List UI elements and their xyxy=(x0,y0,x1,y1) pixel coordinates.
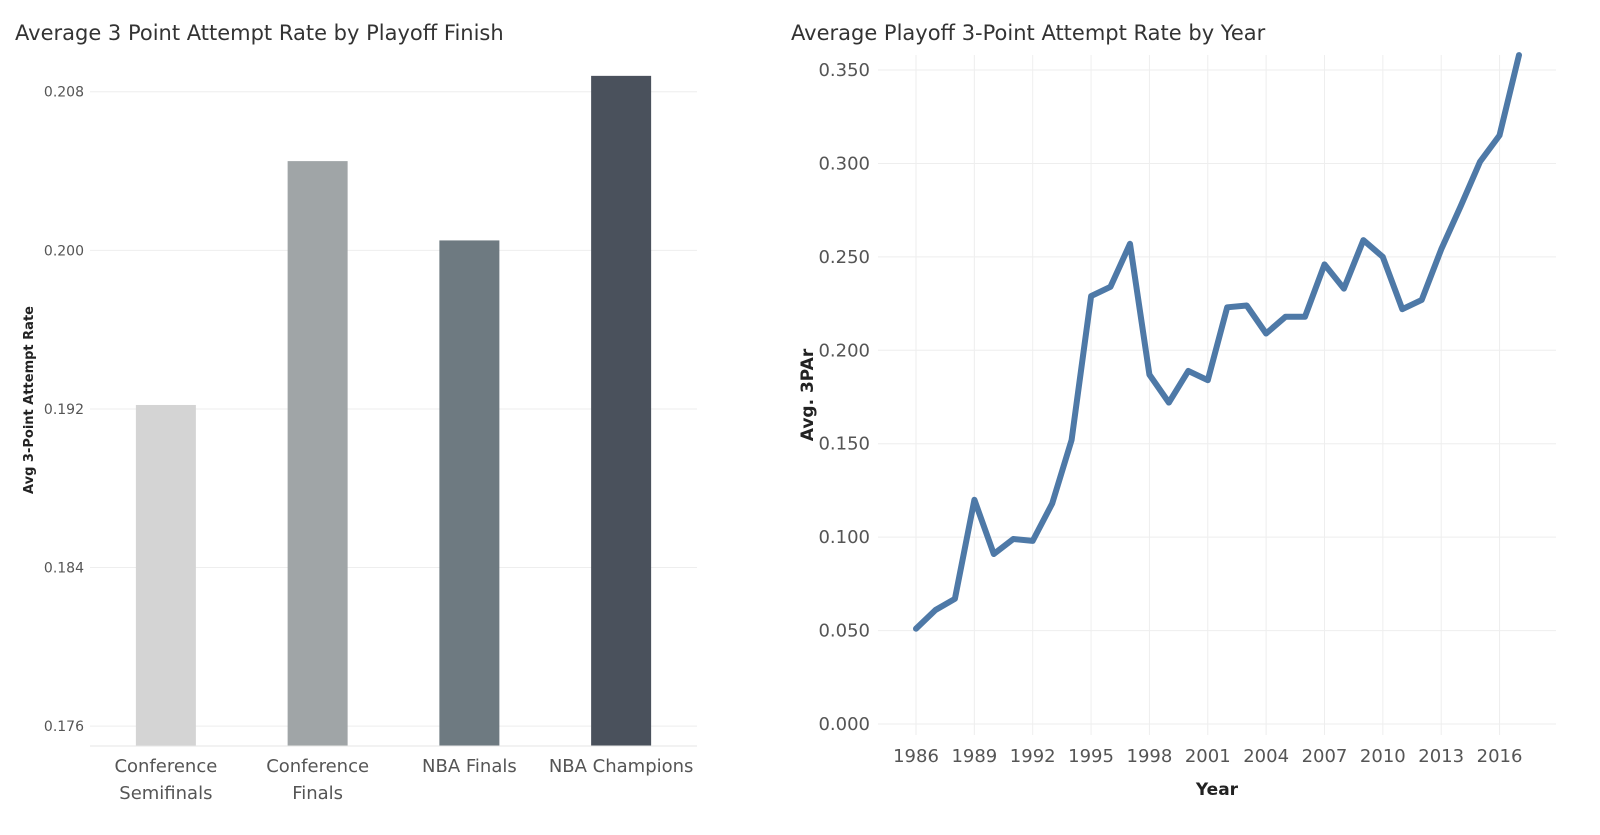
line-chart-point xyxy=(1399,306,1405,312)
bar xyxy=(439,240,500,746)
line-chart-point xyxy=(1146,372,1152,378)
line-chart-point xyxy=(1341,286,1347,292)
line-chart-point xyxy=(1069,437,1075,443)
line-chart-y-tick-label: 0.100 xyxy=(818,527,870,548)
line-chart-x-tick-label: 1998 xyxy=(1127,746,1173,767)
line-chart-points xyxy=(913,52,1522,632)
line-chart-x-ticks: 1986 1989 1992 1995 1998 2001 2004 2007 2010 2013… xyxy=(893,746,1522,767)
bar-chart-category-label: NBA Champions xyxy=(549,756,694,777)
line-chart-point xyxy=(1030,538,1036,544)
line-chart-y-tick-label: 0.250 xyxy=(818,247,870,268)
line-chart-x-tick-label: 2013 xyxy=(1418,746,1464,767)
line-chart-point xyxy=(971,497,977,503)
bar-chart-y-tick-label: 0.192 xyxy=(44,402,84,418)
bar-chart-category-label: Semifinals xyxy=(119,783,212,804)
bar-chart-y-tick-label: 0.184 xyxy=(44,561,84,577)
line-chart-x-tick-label: 1995 xyxy=(1068,746,1114,767)
bar-chart-title: Average 3 Point Attempt Rate by Playoff … xyxy=(15,21,504,45)
line-chart-point xyxy=(1438,246,1444,252)
line-chart-point xyxy=(1497,132,1503,138)
line-chart-point xyxy=(1108,284,1114,290)
line-chart-point xyxy=(1205,377,1211,383)
line-chart-x-tick-label: 2004 xyxy=(1243,746,1289,767)
line-chart-y-tick-label: 0.150 xyxy=(818,434,870,455)
line-chart-point xyxy=(1166,400,1172,406)
line-chart-y-tick-label: 0.300 xyxy=(818,153,870,174)
line-chart-x-tick-label: 1992 xyxy=(1010,746,1056,767)
bar xyxy=(135,404,196,746)
line-chart-y-axis-label: Avg. 3PAr xyxy=(798,348,818,441)
line-chart-y-tick-label: 0.350 xyxy=(818,60,870,81)
bar-chart-y-ticks: 0.176 0.184 0.192 0.200 0.208 xyxy=(44,85,84,735)
line-chart: Average Playoff 3-Point Attempt Rate by … xyxy=(791,21,1556,800)
bar-chart-category-label: Conference xyxy=(266,756,369,777)
line-chart-y-tick-label: 0.000 xyxy=(818,714,870,735)
bar-chart-category-label: Conference xyxy=(114,756,217,777)
line-chart-x-axis-label: Year xyxy=(1195,780,1239,800)
line-chart-gridlines xyxy=(878,55,1556,735)
bar-chart-y-tick-label: 0.176 xyxy=(44,719,84,735)
line-chart-point xyxy=(1010,536,1016,542)
line-chart-point xyxy=(1224,304,1230,310)
line-chart-point xyxy=(1088,293,1094,299)
line-chart-point xyxy=(932,607,938,613)
bar xyxy=(287,161,348,746)
bar-chart-y-tick-label: 0.208 xyxy=(44,85,84,101)
line-chart-point xyxy=(1049,501,1055,507)
line-chart-point xyxy=(1458,203,1464,209)
bar-chart: Average 3 Point Attempt Rate by Playoff … xyxy=(15,21,697,804)
line-chart-point xyxy=(1302,314,1308,320)
line-chart-point xyxy=(952,596,958,602)
line-chart-point xyxy=(1127,241,1133,247)
line-chart-x-tick-label: 2010 xyxy=(1360,746,1406,767)
line-chart-point xyxy=(1380,254,1386,260)
bar-chart-bars xyxy=(135,75,652,747)
line-chart-y-tick-label: 0.200 xyxy=(818,340,870,361)
line-chart-series-line xyxy=(913,52,1522,632)
line-chart-title: Average Playoff 3-Point Attempt Rate by … xyxy=(791,21,1266,45)
line-chart-y-ticks: 0.000 0.050 0.100 0.150 0.200 0.250 0.300 0.350 xyxy=(818,60,870,735)
line-chart-x-tick-label: 1989 xyxy=(951,746,997,767)
bar-chart-y-axis-label: Avg 3-Point Attempt Rate xyxy=(22,306,37,494)
line-chart-point xyxy=(1321,261,1327,267)
line-chart-x-tick-label: 1986 xyxy=(893,746,939,767)
line-chart-point xyxy=(1419,297,1425,303)
bar-chart-category-label: NBA Finals xyxy=(422,756,517,777)
line-chart-point xyxy=(1263,330,1269,336)
line-chart-point xyxy=(1360,237,1366,243)
line-chart-point xyxy=(913,626,919,632)
line-chart-x-tick-label: 2001 xyxy=(1185,746,1231,767)
line-chart-point xyxy=(1185,368,1191,374)
line-chart-y-tick-label: 0.050 xyxy=(818,621,870,642)
bar-chart-categories: Conference Semifinals Conference Finals NBA … xyxy=(114,756,693,804)
bar-chart-category-label: Finals xyxy=(292,783,343,804)
bar xyxy=(591,75,652,747)
line-chart-x-tick-label: 2007 xyxy=(1302,746,1348,767)
line-chart-point xyxy=(1516,52,1522,58)
line-chart-point xyxy=(1477,159,1483,165)
line-chart-point xyxy=(1244,302,1250,308)
line-chart-x-tick-label: 2016 xyxy=(1477,746,1523,767)
line-chart-point xyxy=(991,551,997,557)
bar-chart-y-tick-label: 0.200 xyxy=(44,243,84,259)
line-chart-point xyxy=(1283,314,1289,320)
